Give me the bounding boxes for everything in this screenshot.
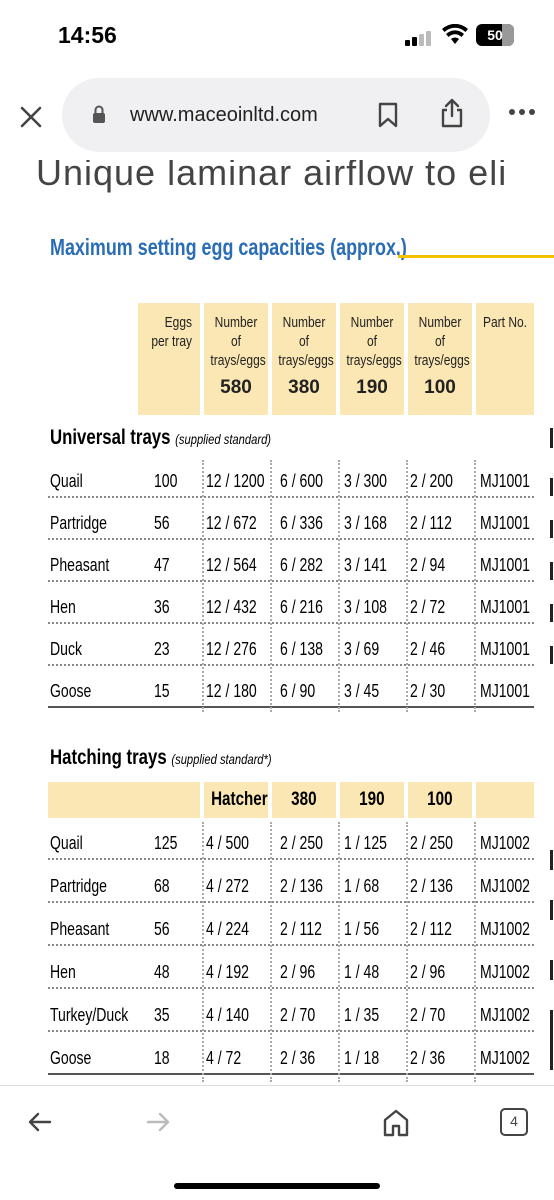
cut-off-text-fragment bbox=[550, 520, 553, 538]
table-row: Turkey/Duck 35 4 / 140 2 / 70 1 / 35 2 / 70 MJ… bbox=[48, 996, 534, 1032]
cut-off-text-fragment bbox=[550, 646, 553, 664]
hatching-header-380: 380 bbox=[272, 782, 336, 818]
browser-toolbar: www.maceoinltd.com bbox=[0, 74, 554, 160]
table-row: Partridge 68 4 / 272 2 / 136 1 / 68 2 / 136 MJ… bbox=[48, 867, 534, 903]
address-bar[interactable]: www.maceoinltd.com bbox=[62, 78, 490, 152]
close-icon bbox=[20, 106, 42, 128]
header-col-3: Number of trays/eggs 190 bbox=[340, 303, 404, 415]
hatching-header-100: 100 bbox=[408, 782, 472, 818]
table-row: Hen 48 4 / 192 2 / 96 1 / 48 2 / 96 MJ1002 bbox=[48, 953, 534, 989]
header-col-4: Number of trays/eggs 100 bbox=[408, 303, 472, 415]
hatching-header-blank bbox=[48, 782, 200, 818]
column-divider bbox=[474, 460, 476, 712]
cut-off-text-fragment bbox=[550, 428, 553, 448]
url-text: www.maceoinltd.com bbox=[130, 104, 318, 126]
cut-off-text-fragment bbox=[550, 604, 553, 622]
cut-off-text-fragment bbox=[550, 900, 553, 920]
column-divider bbox=[270, 460, 272, 712]
title-underline bbox=[398, 255, 554, 258]
share-icon[interactable] bbox=[440, 98, 464, 128]
column-divider bbox=[338, 822, 340, 1082]
back-icon[interactable] bbox=[26, 1108, 54, 1136]
close-tab-button[interactable] bbox=[16, 102, 46, 132]
cut-off-heading: Unique laminar airflow to eli bbox=[36, 160, 508, 193]
column-divider bbox=[474, 822, 476, 1082]
cut-off-text-fragment bbox=[550, 478, 553, 496]
table-row: Goose 15 12 / 180 6 / 90 3 / 45 2 / 30 MJ1001 bbox=[48, 672, 534, 708]
header-col-1: Number of trays/eggs 580 bbox=[204, 303, 268, 415]
universal-trays-title: Universal trays (supplied standard) bbox=[50, 426, 272, 449]
column-divider bbox=[270, 822, 272, 1082]
section-title: Maximum setting egg capacities (approx.) bbox=[50, 234, 407, 260]
table-row: Goose 18 4 / 72 2 / 36 1 / 18 2 / 36 MJ1002 bbox=[48, 1039, 534, 1075]
cut-off-text-fragment bbox=[550, 562, 553, 580]
lock-icon bbox=[93, 105, 105, 123]
browser-bottom-nav: 4 bbox=[0, 1085, 554, 1200]
home-indicator bbox=[174, 1183, 380, 1189]
column-divider bbox=[202, 822, 204, 1082]
bookmark-icon[interactable] bbox=[378, 102, 398, 128]
status-time: 14:56 bbox=[58, 22, 117, 48]
column-divider bbox=[406, 460, 408, 712]
forward-icon[interactable] bbox=[144, 1108, 172, 1136]
cellular-signal-icon bbox=[405, 30, 435, 46]
tabs-button[interactable]: 4 bbox=[500, 1108, 528, 1136]
home-icon[interactable] bbox=[382, 1108, 410, 1138]
table-row: Pheasant 56 4 / 224 2 / 112 1 / 56 2 / 112 MJ1… bbox=[48, 910, 534, 946]
battery-level: 50 bbox=[487, 27, 503, 43]
column-divider bbox=[202, 460, 204, 712]
hatching-header-hatcher: Hatcher bbox=[204, 782, 268, 818]
wifi-icon bbox=[442, 24, 468, 44]
header-part-no: Part No. bbox=[476, 303, 534, 415]
table-row: Partridge 56 12 / 672 6 / 336 3 / 168 2 / 112… bbox=[48, 504, 534, 540]
table-row: Duck 23 12 / 276 6 / 138 3 / 69 2 / 46 MJ1001 bbox=[48, 630, 534, 666]
hatching-trays-title: Hatching trays (supplied standard*) bbox=[50, 746, 272, 769]
header-col-2: Number of trays/eggs 380 bbox=[272, 303, 336, 415]
status-bar: 14:56 50 bbox=[0, 0, 554, 74]
cut-off-text-fragment bbox=[550, 1010, 553, 1070]
cut-off-text-fragment bbox=[550, 960, 553, 980]
cut-off-text-fragment bbox=[550, 850, 553, 870]
table-row: Pheasant 47 12 / 564 6 / 282 3 / 141 2 / 94 MJ… bbox=[48, 546, 534, 582]
battery-icon: 50 bbox=[476, 24, 514, 46]
table-row: Quail 125 4 / 500 2 / 250 1 / 125 2 / 250 MJ10… bbox=[48, 824, 534, 860]
table-row: Hen 36 12 / 432 6 / 216 3 / 108 2 / 72 MJ1001 bbox=[48, 588, 534, 624]
page-content: Unique laminar airflow to eli Maximum se… bbox=[0, 160, 554, 1085]
column-divider bbox=[406, 822, 408, 1082]
tab-count: 4 bbox=[510, 1113, 518, 1129]
table-row: Quail 100 12 / 1200 6 / 600 3 / 300 2 / 200 MJ… bbox=[48, 462, 534, 498]
hatching-header-part bbox=[476, 782, 534, 818]
column-divider bbox=[338, 460, 340, 712]
header-eggs-per-tray: Eggs per tray bbox=[138, 303, 200, 415]
hatching-header-190: 190 bbox=[340, 782, 404, 818]
more-options-icon[interactable] bbox=[508, 106, 536, 118]
